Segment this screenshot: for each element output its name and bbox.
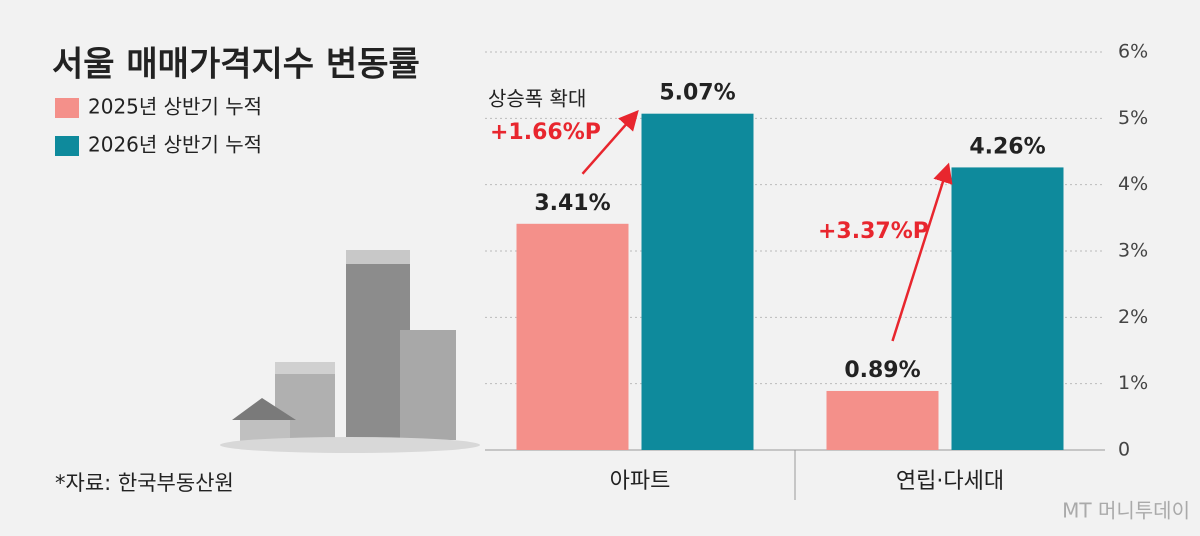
value-label: 0.89%	[844, 358, 920, 383]
arrow	[581, 109, 639, 175]
annotation: +3.37%P	[818, 219, 929, 244]
value-label: 3.41%	[534, 191, 610, 216]
value-label: 5.07%	[659, 81, 735, 106]
buildings-illustration	[220, 250, 480, 453]
bar	[516, 223, 629, 450]
y-tick-label: 5%	[1118, 107, 1148, 129]
bar	[826, 390, 939, 450]
source: *자료: 한국부동산원	[55, 471, 234, 495]
y-tick-label: 3%	[1118, 240, 1148, 262]
value-label: 4.26%	[969, 134, 1045, 159]
arrow	[891, 162, 953, 342]
x-tick-label: 아파트	[610, 469, 671, 494]
chart-title: 서울 매매가격지수 변동률	[52, 45, 420, 85]
bar	[951, 167, 1064, 451]
y-tick-label: 1%	[1118, 372, 1148, 394]
x-tick-label: 연립·다세대	[896, 469, 1004, 494]
annotation: 상승폭 확대	[488, 87, 586, 111]
legend-label: 2025년 상반기 누적	[88, 95, 262, 119]
bar	[641, 113, 754, 450]
legend-swatch	[55, 136, 79, 156]
watermark: MT 머니투데이	[1062, 499, 1190, 523]
y-tick-label: 4%	[1118, 173, 1148, 195]
legend-swatch	[55, 98, 79, 118]
y-tick-label: 6%	[1118, 41, 1148, 63]
y-tick-label: 2%	[1118, 306, 1148, 328]
legend-label: 2026년 상반기 누적	[88, 133, 262, 157]
y-tick-label: 0	[1118, 439, 1130, 461]
annotation: +1.66%P	[490, 120, 601, 145]
